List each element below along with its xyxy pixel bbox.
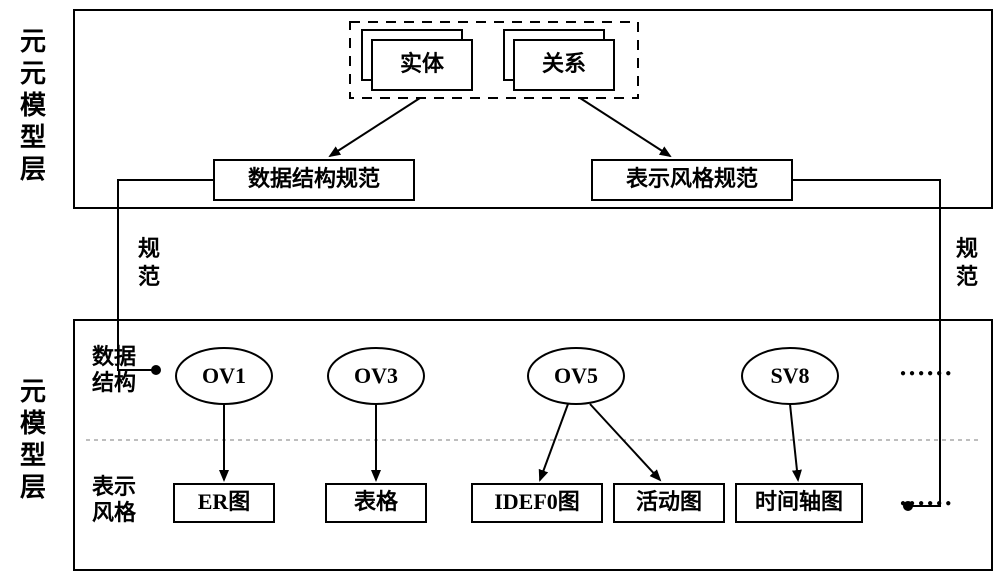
connector-style-spec-to-style-row [792,180,940,506]
metamodel-diagram: 元 元 模 型 层 实体 关系 数据结构规范 表示风格规范 元 模 型 层 [0,0,1000,583]
entity-label: 实体 [400,51,445,76]
right-spec-edge-label: 规 范 [956,236,978,289]
svg-text:SV8: SV8 [770,363,809,388]
svg-text:ER图: ER图 [198,489,251,514]
svg-text:元: 元 [20,377,46,406]
svg-text:范: 范 [138,264,160,289]
relation-label: 关系 [542,51,586,76]
data-struct-spec-node: 数据结构规范 [214,160,414,200]
arrow-group-to-style-spec [580,98,670,156]
relation-node: 关系 [504,30,614,90]
box-ER: ER图 [174,484,274,522]
svg-text:模: 模 [20,409,47,438]
box-Table: 表格 [326,484,426,522]
svg-text:层: 层 [20,473,46,502]
svg-text:范: 范 [956,264,978,289]
ellipsis-top: ●●●●●● [900,368,954,379]
data-struct-spec-label: 数据结构规范 [248,166,380,191]
svg-text:结构: 结构 [92,370,136,395]
svg-text:表格: 表格 [354,489,399,514]
arrow-group-to-data-spec [330,98,420,156]
row-label-style: 表示 风格 [92,474,137,525]
left-spec-edge-label: 规 范 [138,236,160,289]
oval-SV8: SV8 [742,348,838,404]
svg-text:规: 规 [956,236,978,261]
arrow-SV8-Timeline [790,404,798,480]
svg-text:规: 规 [138,236,160,261]
svg-text:OV3: OV3 [354,363,398,388]
svg-text:活动图: 活动图 [636,489,702,514]
svg-text:层: 层 [20,155,46,184]
svg-text:型: 型 [20,123,46,152]
svg-text:IDEF0图: IDEF0图 [494,489,580,514]
svg-text:OV1: OV1 [202,363,246,388]
meta-layer-label: 元 模 型 层 [20,377,47,502]
row-label-data-struct: 数据 结构 [92,344,136,395]
svg-text:OV5: OV5 [554,363,598,388]
connector-dot-left [151,365,161,375]
box-IDEF0: IDEF0图 [472,484,602,522]
svg-text:元: 元 [20,27,46,56]
oval-OV1: OV1 [176,348,272,404]
svg-text:元: 元 [20,59,46,88]
entity-node: 实体 [362,30,472,90]
box-Timeline: 时间轴图 [736,484,862,522]
svg-text:数据: 数据 [92,344,136,369]
box-Activity: 活动图 [614,484,724,522]
oval-OV5: OV5 [528,348,624,404]
style-spec-label: 表示风格规范 [626,166,758,191]
svg-text:表示: 表示 [92,474,136,499]
arrow-OV5-IDEF0 [540,404,568,480]
svg-text:型: 型 [20,441,46,470]
svg-text:时间轴图: 时间轴图 [755,489,843,514]
svg-text:风格: 风格 [92,500,137,525]
meta-meta-layer-label: 元 元 模 型 层 [20,27,47,184]
arrow-OV5-Activity [590,404,660,480]
ellipsis-bottom: ●●●●●● [900,498,954,509]
svg-text:模: 模 [20,91,47,120]
style-spec-node: 表示风格规范 [592,160,792,200]
oval-OV3: OV3 [328,348,424,404]
